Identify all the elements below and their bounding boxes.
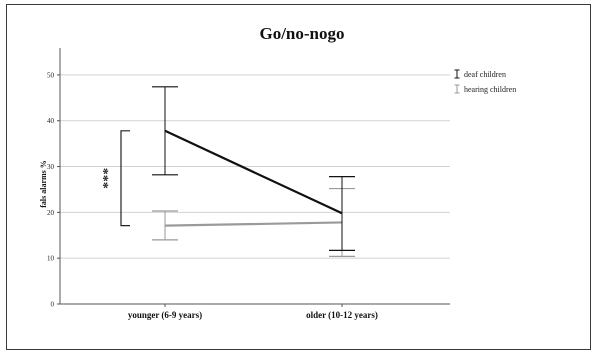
legend: deaf children hearing children [454, 69, 516, 94]
y-tick-label: 0 [51, 301, 55, 309]
y-tick-label: 10 [47, 255, 55, 263]
chart-frame [6, 4, 591, 350]
y-tick-label: 40 [47, 117, 55, 125]
series-line-hearing-children [164, 221, 343, 227]
significance-bracket: *** [101, 130, 130, 227]
legend-label-deaf-children: deaf children [464, 70, 506, 79]
x-tick-label: older (10-12 years) [306, 310, 378, 320]
grid-layer [60, 74, 450, 259]
bracket-line [120, 130, 130, 227]
legend-label-hearing-children: hearing children [464, 85, 516, 94]
series-line-deaf-children [164, 129, 343, 215]
series-layer [152, 86, 355, 257]
y-tick-label: 50 [47, 71, 55, 79]
significance-label: *** [101, 168, 116, 189]
y-axis-label: fals alarms % [39, 160, 48, 208]
x-tick-label: younger (6-9 years) [128, 310, 202, 320]
y-tick-label: 20 [47, 209, 55, 217]
y-tick-label: 30 [47, 163, 55, 171]
chart-title: Go/no-nogo [259, 24, 344, 43]
axes-layer: 0 10 20 30 40 50 younger (6-9 years) older (10-… [47, 48, 450, 320]
